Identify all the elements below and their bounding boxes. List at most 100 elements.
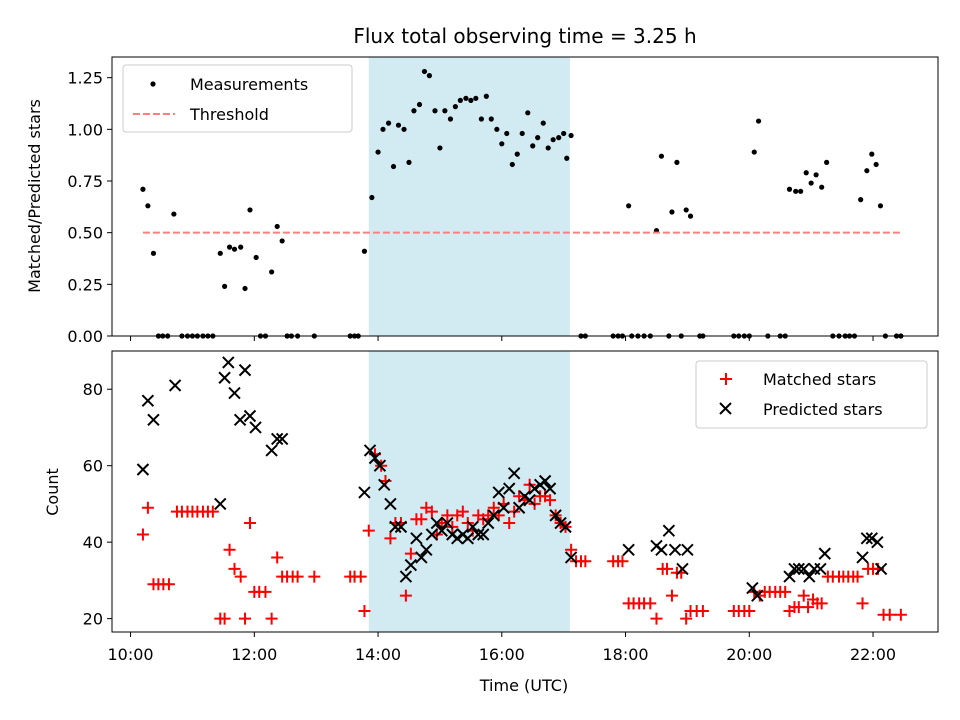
matched-stars-point [815, 597, 828, 610]
measurements-point [556, 135, 562, 141]
measurements-point [824, 159, 830, 165]
measurements-point [499, 141, 505, 147]
measurements-point [846, 333, 853, 339]
measurements-point [898, 333, 904, 339]
measurements-point [873, 161, 879, 168]
predicted-stars-point [543, 482, 557, 495]
bottom-y-tick-label: 20 [83, 610, 103, 629]
bottom-panel: 10:00 12:00 14:00 16:00 18:00 20:00 22:00 20 40 6… [83, 350, 939, 664]
measurements-point [540, 120, 546, 126]
measurements-point [380, 126, 386, 132]
measurements-point [836, 333, 842, 339]
matched-stars-point [259, 585, 272, 598]
measurements-point [509, 161, 515, 168]
measurements-point [194, 333, 200, 339]
measurements-point [401, 126, 407, 132]
measurements-point [488, 116, 494, 122]
measurements-point [269, 269, 275, 275]
matched-stars-point [223, 543, 236, 556]
predicted-stars-point [410, 532, 423, 545]
matched-stars-point [415, 513, 428, 526]
legend-matched-marker [720, 373, 732, 385]
predicted-stars-point [803, 570, 816, 583]
measurements-point [184, 333, 191, 339]
measurements-point [351, 333, 358, 339]
measurements-point [615, 333, 621, 339]
predicted-stars-point [275, 432, 289, 446]
predicted-stars-point [425, 528, 439, 541]
matched-stars-point [579, 555, 592, 568]
matched-stars-point [616, 555, 629, 568]
matched-stars-point [308, 570, 321, 583]
matched-stars-point [425, 505, 438, 518]
bottom-legend: Matched stars Predicted stars [695, 360, 928, 429]
measurements-point [369, 194, 375, 201]
measurements-point [687, 213, 694, 219]
measurements-point [426, 73, 433, 79]
predicted-stars-point [404, 558, 418, 572]
predicted-stars-point [265, 444, 278, 457]
x-tick-label: 16:00 [479, 645, 525, 664]
top-y-axis-label: Matched/Predicted stars [25, 99, 44, 293]
measurements-point [247, 207, 253, 213]
predicted-stars-point [792, 562, 805, 576]
measurements-point [674, 159, 680, 165]
matched-stars-point [404, 547, 417, 560]
measurements-point [222, 283, 228, 289]
measurements-point [626, 203, 632, 209]
matched-stars-point [291, 570, 304, 583]
predicted-stars-point [507, 467, 521, 480]
measurements-point [786, 186, 793, 192]
measurements-point [666, 333, 672, 339]
measurements-point [242, 285, 248, 292]
top-y-tick-label: 1.25 [67, 69, 103, 88]
matched-stars-point [856, 597, 869, 610]
measurements-point [416, 101, 423, 108]
predicted-stars-point [378, 478, 391, 492]
legend-threshold-label: Threshold [189, 105, 269, 124]
bottom-y-tick-label: 60 [83, 457, 103, 476]
measurements-point [803, 170, 809, 176]
measurements-point [582, 333, 588, 339]
measurements-point [678, 333, 684, 339]
measurements-point [550, 137, 556, 143]
predicted-stars-point [528, 482, 541, 495]
matched-stars-point [206, 505, 219, 518]
matched-stars-point [239, 612, 252, 625]
matched-stars-point [234, 570, 247, 583]
measurements-point [842, 333, 848, 339]
measurements-point [478, 116, 484, 122]
predicted-stars-point [228, 386, 241, 400]
measurements-point [457, 97, 463, 103]
measurements-point [432, 108, 438, 114]
measurements-point [155, 333, 162, 339]
predicted-stars-point [222, 356, 235, 369]
measurements-point [483, 93, 489, 99]
measurements-point [519, 130, 525, 137]
predicted-stars-point [238, 363, 252, 377]
measurements-point [568, 132, 574, 139]
measurements-point [274, 223, 280, 230]
measurements-point [641, 333, 647, 339]
matched-stars-point [384, 532, 397, 545]
matched-stars-point [660, 562, 673, 575]
predicted-stars-point [249, 421, 262, 434]
measurements-point [463, 95, 469, 101]
measurements-point [514, 151, 520, 157]
predicted-stars-point [136, 463, 150, 476]
measurements-point [238, 244, 244, 250]
measurements-point [782, 333, 788, 339]
matched-stars-point [503, 517, 516, 530]
matched-stars-point [362, 524, 375, 537]
predicted-stars-point [435, 524, 448, 537]
x-tick-label: 14:00 [355, 645, 401, 664]
predicted-stars-point [860, 532, 874, 545]
measurements-point [253, 254, 259, 261]
predicted-stars-point [233, 413, 247, 427]
measurements-point [442, 108, 448, 114]
measurements-point [798, 188, 804, 194]
top-y-tick-label: 0.00 [67, 327, 103, 346]
matched-stars-point [218, 612, 231, 625]
predicted-stars-point [549, 509, 562, 522]
